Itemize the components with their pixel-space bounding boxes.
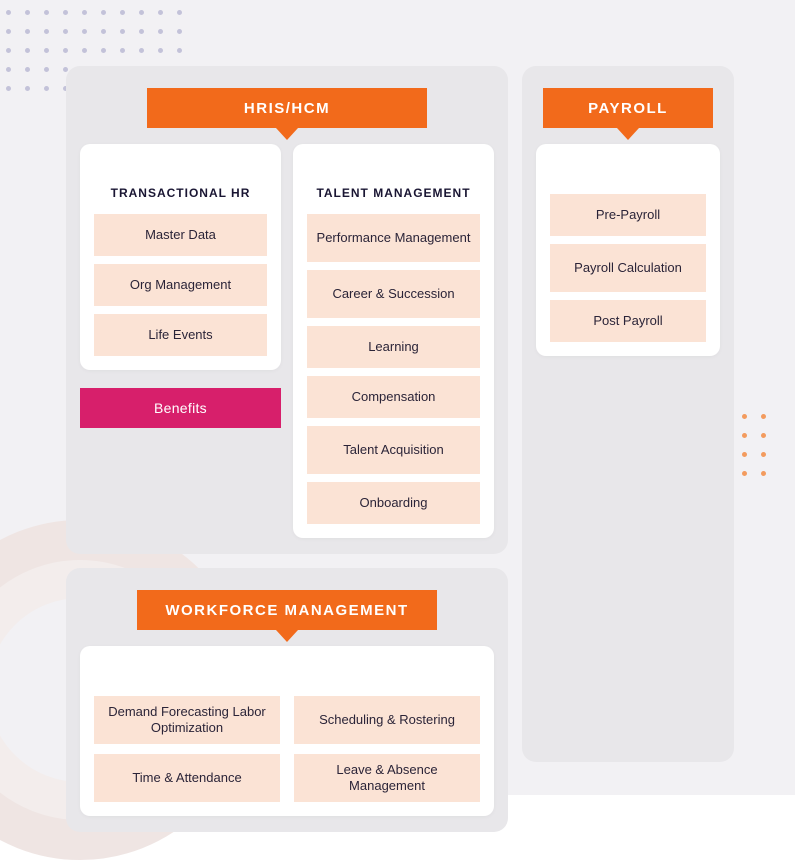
category-item: Performance Management [307, 214, 480, 262]
workforce-header: WORKFORCE MANAGEMENT [137, 590, 437, 630]
workforce-panel: WORKFORCE MANAGEMENT Demand Forecasting … [66, 568, 508, 832]
hris-header-label: HRIS/HCM [244, 100, 330, 117]
payroll-card: Pre-Payroll Payroll Calculation Post Payro… [536, 144, 720, 356]
hris-panel: HRIS/HCM TRANSACTIONAL HR Master Data Org… [66, 66, 508, 554]
talent-card: TALENT MANAGEMENT Performance Management… [293, 144, 494, 538]
category-item: Onboarding [307, 482, 480, 524]
workforce-card: Demand Forecasting Labor Optimization Sch… [80, 646, 494, 816]
category-item: Scheduling & Rostering [294, 696, 480, 744]
payroll-header-pointer [617, 128, 639, 140]
category-item: Pre-Payroll [550, 194, 706, 236]
category-item: Life Events [94, 314, 267, 356]
workforce-header-label: WORKFORCE MANAGEMENT [165, 602, 408, 619]
transactional-title: TRANSACTIONAL HR [94, 186, 267, 200]
category-item: Org Management [94, 264, 267, 306]
hris-header: HRIS/HCM [147, 88, 427, 128]
benefits-label: Benefits [154, 400, 207, 416]
hris-header-pointer [276, 128, 298, 140]
category-item: Master Data [94, 214, 267, 256]
category-item: Learning [307, 326, 480, 368]
payroll-header: PAYROLL [543, 88, 713, 128]
category-item: Payroll Calculation [550, 244, 706, 292]
talent-title: TALENT MANAGEMENT [307, 186, 480, 200]
payroll-panel: PAYROLL Pre-Payroll Payroll Calculation Po… [522, 66, 734, 762]
category-item: Career & Succession [307, 270, 480, 318]
category-item: Demand Forecasting Labor Optimization [94, 696, 280, 744]
workforce-header-pointer [276, 630, 298, 642]
category-item: Talent Acquisition [307, 426, 480, 474]
category-item: Compensation [307, 376, 480, 418]
transactional-card: TRANSACTIONAL HR Master Data Org Manageme… [80, 144, 281, 370]
benefits-highlight: Benefits [80, 388, 281, 428]
payroll-header-label: PAYROLL [588, 100, 668, 117]
category-item: Post Payroll [550, 300, 706, 342]
diagram-main: HRIS/HCM TRANSACTIONAL HR Master Data Org… [66, 66, 734, 762]
